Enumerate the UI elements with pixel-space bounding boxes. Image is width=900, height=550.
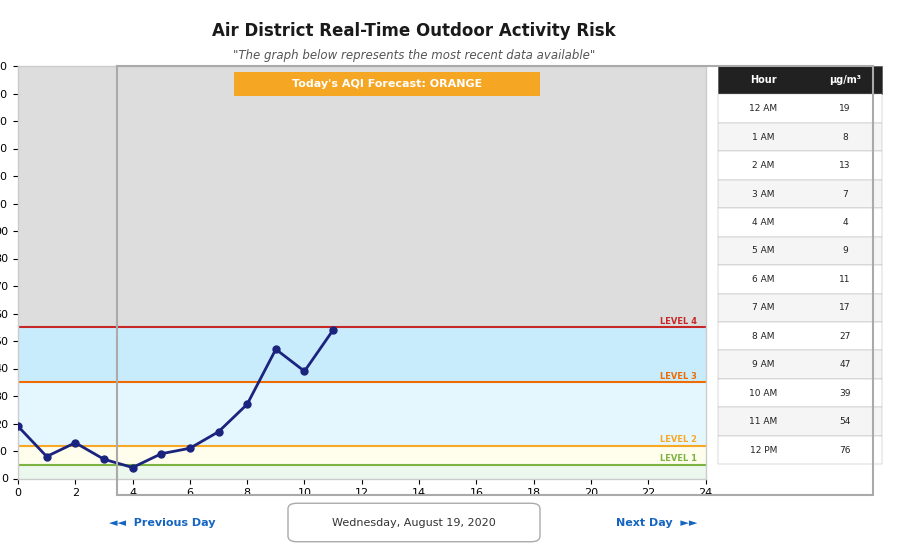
Text: 3 AM: 3 AM xyxy=(752,190,775,199)
Text: μg/m³: μg/m³ xyxy=(829,75,861,85)
Bar xyxy=(718,379,882,408)
Bar xyxy=(718,66,882,95)
Text: 17: 17 xyxy=(840,303,850,312)
Text: 7 AM: 7 AM xyxy=(752,303,775,312)
Text: Today's AQI Forecast: ORANGE: Today's AQI Forecast: ORANGE xyxy=(292,79,482,89)
Text: 1 AM: 1 AM xyxy=(752,133,775,141)
Text: ◄◄  Previous Day: ◄◄ Previous Day xyxy=(109,518,215,527)
FancyBboxPatch shape xyxy=(219,70,555,97)
Bar xyxy=(718,350,882,379)
Text: 9: 9 xyxy=(842,246,848,255)
Bar xyxy=(718,151,882,180)
Text: Wednesday, August 19, 2020: Wednesday, August 19, 2020 xyxy=(332,518,496,527)
Text: LEVEL 2: LEVEL 2 xyxy=(660,435,697,444)
Text: Hour: Hour xyxy=(750,75,777,85)
Text: 8 AM: 8 AM xyxy=(752,332,775,341)
Bar xyxy=(718,95,882,123)
X-axis label: Hour: Hour xyxy=(341,504,382,519)
Text: Next Day  ►►: Next Day ►► xyxy=(616,518,698,527)
Bar xyxy=(18,66,706,327)
Text: 13: 13 xyxy=(840,161,850,170)
Text: "The graph below represents the most recent data available": "The graph below represents the most rec… xyxy=(233,50,595,63)
Text: 39: 39 xyxy=(840,389,850,398)
Text: 10 AM: 10 AM xyxy=(749,389,778,398)
Bar xyxy=(718,322,882,350)
Text: 11: 11 xyxy=(840,275,850,284)
Text: 12 PM: 12 PM xyxy=(750,446,777,454)
Text: 4 AM: 4 AM xyxy=(752,218,775,227)
Bar xyxy=(18,446,706,465)
Bar xyxy=(718,436,882,464)
Text: 6 AM: 6 AM xyxy=(752,275,775,284)
Text: 76: 76 xyxy=(840,446,850,454)
Text: 5 AM: 5 AM xyxy=(752,246,775,255)
Text: 8: 8 xyxy=(842,133,848,141)
Text: 11 AM: 11 AM xyxy=(749,417,778,426)
Text: 12 AM: 12 AM xyxy=(750,104,778,113)
Bar xyxy=(18,382,706,446)
Text: 7: 7 xyxy=(842,190,848,199)
Bar xyxy=(718,208,882,236)
Text: Air District Real-Time Outdoor Activity Risk: Air District Real-Time Outdoor Activity … xyxy=(212,22,616,40)
Text: 54: 54 xyxy=(840,417,850,426)
Bar xyxy=(718,236,882,265)
Bar xyxy=(18,465,706,478)
Text: LEVEL 4: LEVEL 4 xyxy=(660,317,697,326)
Text: LEVEL 3: LEVEL 3 xyxy=(660,372,697,381)
Text: 9 AM: 9 AM xyxy=(752,360,775,369)
Bar xyxy=(18,327,706,382)
Bar xyxy=(718,408,882,436)
Text: LEVEL 1: LEVEL 1 xyxy=(660,454,697,463)
Bar xyxy=(718,123,882,151)
Text: 4: 4 xyxy=(842,218,848,227)
Text: 19: 19 xyxy=(840,104,850,113)
Text: 47: 47 xyxy=(840,360,850,369)
Text: 27: 27 xyxy=(840,332,850,341)
Bar xyxy=(718,294,882,322)
Bar xyxy=(718,265,882,294)
Bar xyxy=(718,180,882,208)
Text: 2 AM: 2 AM xyxy=(752,161,775,170)
